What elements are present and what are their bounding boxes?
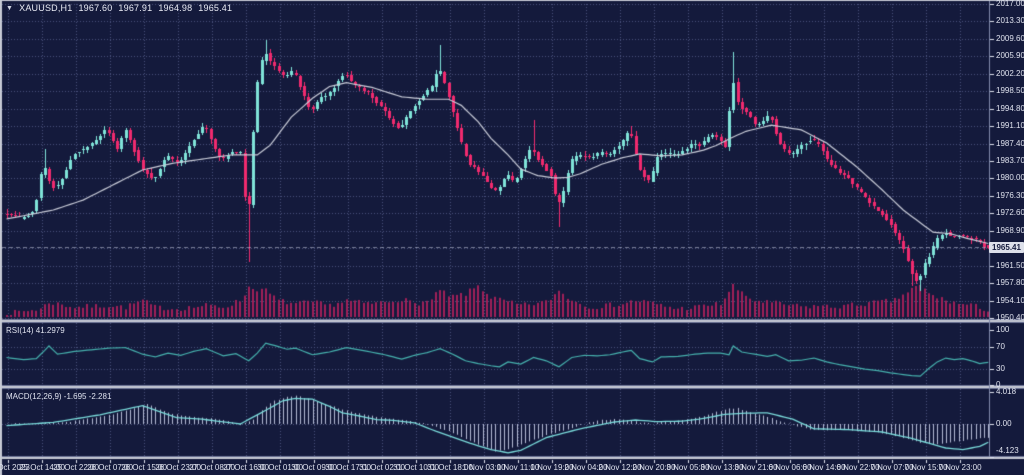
time-axis-label: 26 Oct 23:00 [155,463,201,472]
time-axis-label: 30 Oct 09:00 [291,463,337,472]
macd-pane[interactable] [2,389,989,456]
time-axis-label: 26 Oct 07:00 [87,463,133,472]
time-axis-label: 3 Nov 21:00 [734,463,778,472]
time-axis-label: 2 Nov 04:00 [564,463,608,472]
time-axis-label: 27 Oct 08:00 [189,463,235,472]
time-axis-label: 26 Oct 15:00 [121,463,167,472]
time-axis-label: 7 Nov 15:00 [904,463,948,472]
rsi-pane[interactable] [2,323,989,385]
time-axis-label: 3 Nov 13:00 [700,463,744,472]
time-axis-label: 2 Nov 20:00 [632,463,676,472]
time-axis-label: 25 Oct 14:00 [19,463,65,472]
time-axis-label: 7 Nov 23:00 [938,463,982,472]
time-axis-label: 7 Nov 07:00 [870,463,914,472]
price-chart-pane[interactable] [2,1,989,319]
time-axis-label: 6 Nov 06:00 [768,463,812,472]
time-axis-label: 1 Nov 19:00 [530,463,574,472]
time-axis-label: 30 Oct 01:00 [257,463,303,472]
time-axis-label: 31 Oct 18:00 [427,463,473,472]
time-axis-label: 1 Nov 11:00 [496,463,540,472]
time-axis-label: 25 Oct 22:00 [53,463,99,472]
time-axis-label: 31 Oct 02:00 [359,463,405,472]
time-axis-label: 6 Nov 14:00 [802,463,846,472]
time-axis-label: 25 Oct 2023 [0,463,30,472]
time-axis-label: 27 Oct 16:00 [223,463,269,472]
current-price-tag: 1965.41 [989,241,1024,253]
time-axis-label: 6 Nov 22:00 [836,463,880,472]
time-axis-label: 1 Nov 03:00 [462,463,506,472]
time-axis-label: 2 Nov 12:00 [598,463,642,472]
time-axis-label: 3 Nov 05:00 [666,463,710,472]
price-axis[interactable] [989,1,1024,457]
time-axis-label: 30 Oct 17:00 [325,463,371,472]
time-axis-label: 31 Oct 10:00 [393,463,439,472]
